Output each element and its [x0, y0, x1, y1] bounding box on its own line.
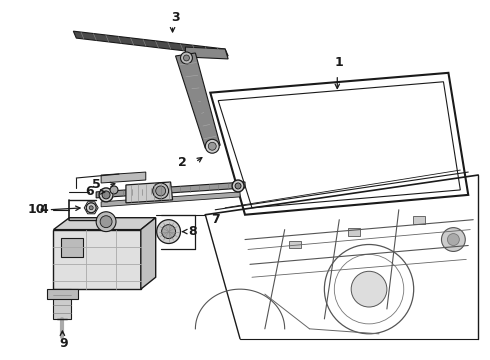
Circle shape: [110, 186, 118, 194]
Circle shape: [102, 191, 110, 199]
Text: 3: 3: [171, 11, 180, 24]
Circle shape: [99, 188, 113, 202]
Polygon shape: [289, 240, 300, 248]
Circle shape: [157, 220, 180, 243]
Text: 10: 10: [28, 203, 46, 216]
Polygon shape: [61, 238, 83, 257]
Polygon shape: [53, 230, 141, 289]
Text: 5: 5: [92, 179, 100, 192]
Circle shape: [156, 186, 166, 196]
Circle shape: [447, 234, 459, 246]
Polygon shape: [101, 172, 146, 183]
Circle shape: [162, 225, 175, 239]
Polygon shape: [53, 289, 72, 319]
Text: 2: 2: [178, 156, 187, 168]
Circle shape: [96, 212, 116, 231]
Polygon shape: [53, 218, 156, 230]
Circle shape: [441, 228, 466, 251]
Text: 6: 6: [85, 185, 94, 198]
Circle shape: [153, 183, 169, 199]
Polygon shape: [413, 216, 425, 224]
Polygon shape: [96, 182, 245, 198]
Circle shape: [89, 206, 93, 210]
Polygon shape: [141, 218, 156, 289]
Circle shape: [208, 142, 216, 150]
Text: 1: 1: [335, 57, 343, 69]
Circle shape: [180, 52, 193, 64]
Polygon shape: [348, 228, 360, 235]
Circle shape: [86, 203, 96, 213]
Circle shape: [100, 216, 112, 228]
Polygon shape: [185, 47, 228, 59]
Text: 4: 4: [39, 203, 48, 216]
Circle shape: [351, 271, 387, 307]
Circle shape: [183, 55, 190, 61]
Text: 8: 8: [188, 225, 196, 238]
Circle shape: [235, 183, 241, 189]
Circle shape: [232, 180, 244, 192]
Polygon shape: [47, 289, 78, 299]
Polygon shape: [101, 192, 240, 207]
Text: 7: 7: [211, 213, 220, 226]
Polygon shape: [74, 31, 228, 56]
Polygon shape: [175, 53, 220, 148]
Polygon shape: [126, 182, 172, 203]
Text: 9: 9: [59, 337, 68, 350]
Circle shape: [205, 139, 219, 153]
